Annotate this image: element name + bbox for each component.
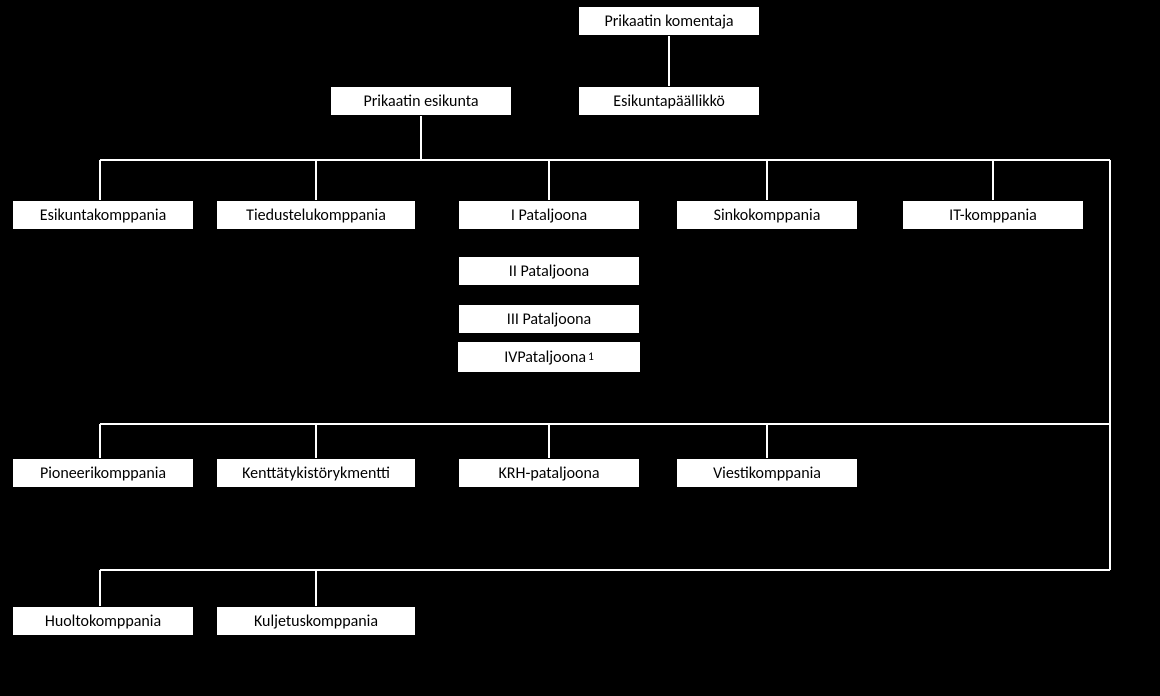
node-label: IT-komppania — [949, 206, 1037, 225]
node-hq_company: Esikuntakomppania — [12, 200, 194, 230]
node-aa_company: IT-komppania — [902, 200, 1084, 230]
node-label: Prikaatin komentaja — [604, 12, 733, 31]
node-staff: Prikaatin esikunta — [330, 86, 512, 116]
node-label: IVPataljoona — [504, 348, 586, 367]
node-label: Tiedustelukomppania — [246, 206, 386, 225]
node-recon_company: Tiedustelukomppania — [216, 200, 416, 230]
node-superscript: 1 — [588, 350, 594, 364]
node-signals_company: Viestikomppania — [676, 458, 858, 488]
node-transport_company: Kuljetuskomppania — [216, 606, 416, 636]
node-at_company: Sinkokomppania — [676, 200, 858, 230]
node-label: III Pataljoona — [507, 310, 591, 329]
node-commander: Prikaatin komentaja — [578, 6, 760, 36]
node-chief_of_staff: Esikuntapäällikkö — [578, 86, 760, 116]
node-bat3: III Pataljoona — [458, 304, 640, 334]
node-label: Viestikomppania — [713, 464, 821, 483]
node-label: II Pataljoona — [509, 262, 589, 281]
node-label: Sinkokomppania — [714, 206, 821, 225]
node-label: Kuljetuskomppania — [254, 612, 378, 631]
node-label: Huoltokomppania — [45, 612, 161, 631]
node-label: Kenttätykistörykmentti — [242, 464, 390, 483]
node-supply_company: Huoltokomppania — [12, 606, 194, 636]
node-label: I Pataljoona — [511, 206, 587, 225]
node-label: Prikaatin esikunta — [363, 92, 478, 111]
node-engineer_company: Pioneerikomppania — [12, 458, 194, 488]
node-bat2: II Pataljoona — [458, 256, 640, 286]
node-bat4: IVPataljoona1 — [458, 342, 640, 372]
node-artillery_rgt: Kenttätykistörykmentti — [216, 458, 416, 488]
node-label: Pioneerikomppania — [40, 464, 166, 483]
node-mortar_bn: KRH-pataljoona — [458, 458, 640, 488]
node-label: Esikuntakomppania — [40, 206, 166, 225]
node-label: Esikuntapäällikkö — [613, 92, 725, 111]
node-bat1: I Pataljoona — [458, 200, 640, 230]
org-chart: Prikaatin komentaja Prikaatin esikunta Esi… — [0, 0, 1160, 696]
node-label: KRH-pataljoona — [498, 464, 599, 483]
